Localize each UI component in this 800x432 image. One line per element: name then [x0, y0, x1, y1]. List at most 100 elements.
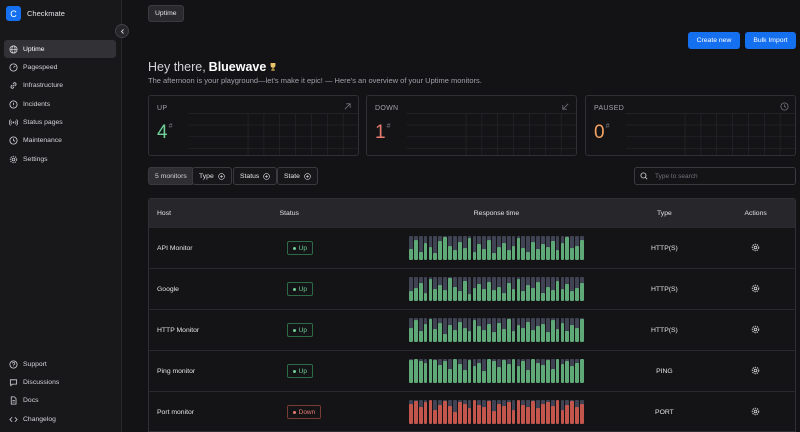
response-bar: [418, 236, 423, 260]
response-bar: [536, 359, 540, 383]
response-bar: [531, 359, 536, 383]
response-bar: [575, 359, 580, 383]
response-bar: [457, 236, 462, 260]
host-name: API Monitor: [157, 244, 193, 252]
response-bar: [482, 400, 487, 424]
speedometer-icon: [9, 63, 18, 72]
actions-cell: [716, 366, 795, 377]
response-bar: [560, 277, 565, 301]
response-time-chart: [380, 236, 612, 260]
status-dot: [292, 246, 296, 250]
response-bar: [413, 236, 418, 260]
gear-icon[interactable]: [751, 284, 760, 293]
monitor-type: HTTP(S): [651, 285, 678, 293]
response-bar: [492, 318, 496, 342]
search-input[interactable]: [655, 172, 785, 180]
response-bar: [516, 277, 521, 301]
gear-icon[interactable]: [751, 243, 760, 252]
actions-cell: [716, 407, 795, 418]
filter-state-label: State: [284, 172, 300, 180]
sidebar-bottom-item-discussions[interactable]: Discussions: [4, 373, 116, 391]
sidebar-item-pagespeed[interactable]: Pagespeed: [4, 58, 116, 76]
stat-label: UP: [157, 105, 168, 112]
response-bar: [516, 359, 521, 383]
sidebar: C Checkmate Uptime Pagespeed Infrastructur…: [0, 0, 122, 432]
response-bar: [545, 359, 550, 383]
filter-type[interactable]: Type: [192, 167, 232, 185]
greeting-prefix: Hey there,: [148, 60, 206, 74]
sidebar-bottom-item-docs[interactable]: Docs: [4, 392, 116, 410]
table-row[interactable]: HTTP Monitor Up HTTP(S): [149, 309, 795, 350]
response-bar: [536, 236, 540, 260]
response-bar: [531, 277, 536, 301]
response-bar: [580, 277, 584, 301]
response-bar: [413, 318, 418, 342]
response-bar: [541, 236, 545, 260]
response-bar: [418, 277, 423, 301]
status-dot: [292, 410, 296, 414]
gear-icon[interactable]: [751, 366, 760, 375]
filter-status[interactable]: Status: [233, 167, 278, 185]
response-bar: [423, 236, 428, 260]
response-bar: [531, 400, 536, 424]
table-row[interactable]: Port monitor Down PORT: [149, 391, 795, 431]
table-row[interactable]: API Monitor Up HTTP(S): [149, 227, 795, 268]
response-bar: [541, 277, 545, 301]
gear-icon[interactable]: [751, 325, 760, 334]
sidebar-item-status-pages[interactable]: Status pages: [4, 114, 116, 132]
response-bar: [418, 318, 423, 342]
sidebar-bottom-item-support[interactable]: Support: [4, 355, 116, 373]
response-bar: [423, 359, 428, 383]
response-bar: [536, 318, 540, 342]
brand[interactable]: C Checkmate: [6, 6, 65, 21]
search-box[interactable]: [634, 167, 796, 185]
clock-icon: [9, 136, 18, 145]
sidebar-item-label: Infrastructure: [23, 82, 64, 90]
response-bar: [521, 318, 526, 342]
collapse-sidebar-button[interactable]: [115, 24, 129, 38]
response-bar: [506, 359, 511, 383]
globe-icon: [9, 44, 18, 54]
bulk-import-button[interactable]: Bulk Import: [745, 32, 796, 49]
sidebar-item-infrastructure[interactable]: Infrastructure: [4, 77, 116, 95]
status-badge: Up: [286, 323, 313, 337]
greeting-name: Bluewave: [208, 60, 267, 74]
status-text: Up: [298, 285, 307, 293]
arrow-up-right-icon: [344, 103, 351, 110]
response-bar: [423, 400, 428, 424]
sidebar-item-label: Support: [23, 360, 47, 368]
response-bar: [467, 359, 472, 383]
sidebar-item-uptime[interactable]: Uptime: [4, 40, 116, 58]
response-bar: [438, 236, 443, 260]
sidebar-item-settings[interactable]: Settings: [4, 150, 116, 168]
gear-icon[interactable]: [751, 407, 760, 416]
status-badge: Up: [286, 364, 313, 378]
sidebar-item-label: Discussions: [23, 378, 60, 386]
sidebar-item-label: Uptime: [23, 45, 45, 53]
table-row[interactable]: Google Up HTTP(S): [149, 268, 795, 309]
response-bar: [462, 400, 467, 424]
filter-state[interactable]: State: [277, 167, 318, 185]
response-bar: [570, 236, 575, 260]
response-bar: [526, 359, 531, 383]
response-time-chart: [380, 318, 612, 342]
tab-uptime[interactable]: Uptime: [148, 5, 184, 22]
stat-label: PAUSED: [594, 105, 625, 112]
plus-circle-icon: [304, 172, 311, 180]
response-bar: [472, 400, 477, 424]
sidebar-item-maintenance[interactable]: Maintenance: [4, 132, 116, 150]
sidebar-item-incidents[interactable]: Incidents: [4, 95, 116, 113]
response-bar: [560, 400, 565, 424]
table-row[interactable]: Ping monitor Up PING: [149, 350, 795, 391]
response-bar: [526, 277, 531, 301]
sidebar-bottom-item-changelog[interactable]: Changelog: [4, 410, 116, 428]
header-response-time: Response time: [473, 209, 520, 217]
plus-circle-icon: [263, 172, 271, 180]
response-bar: [477, 277, 482, 301]
response-bar: [448, 318, 452, 342]
chat-icon: [9, 379, 18, 387]
create-new-button[interactable]: Create new: [688, 32, 740, 49]
response-bar: [438, 359, 443, 383]
response-bar: [536, 400, 540, 424]
response-bar: [570, 277, 575, 301]
